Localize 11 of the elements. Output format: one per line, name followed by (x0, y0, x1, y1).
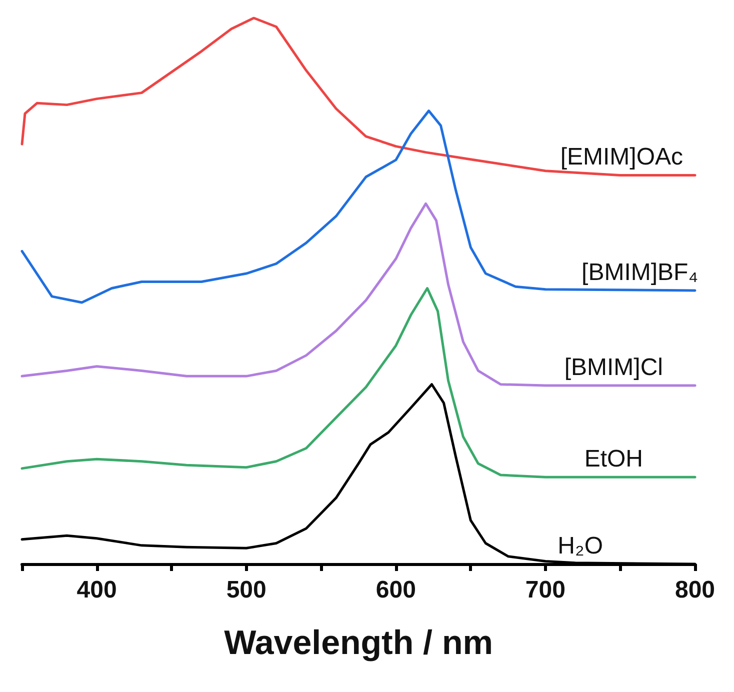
x-tick-label: 600 (376, 576, 416, 604)
series-label: H₂O (558, 532, 603, 560)
x-tick-label: 700 (525, 576, 566, 604)
x-tick-label: 800 (674, 576, 716, 604)
x-tick-label: 500 (226, 576, 266, 604)
series-label: [BMIM]Cl (564, 354, 663, 381)
series-label: [BMIM]BF₄ (582, 258, 698, 286)
x-axis-title: Wavelength / nm (224, 624, 493, 662)
series-label: [EMIM]OAc (560, 144, 683, 171)
x-tick-label: 400 (76, 576, 117, 604)
series-label: EtOH (584, 446, 643, 473)
